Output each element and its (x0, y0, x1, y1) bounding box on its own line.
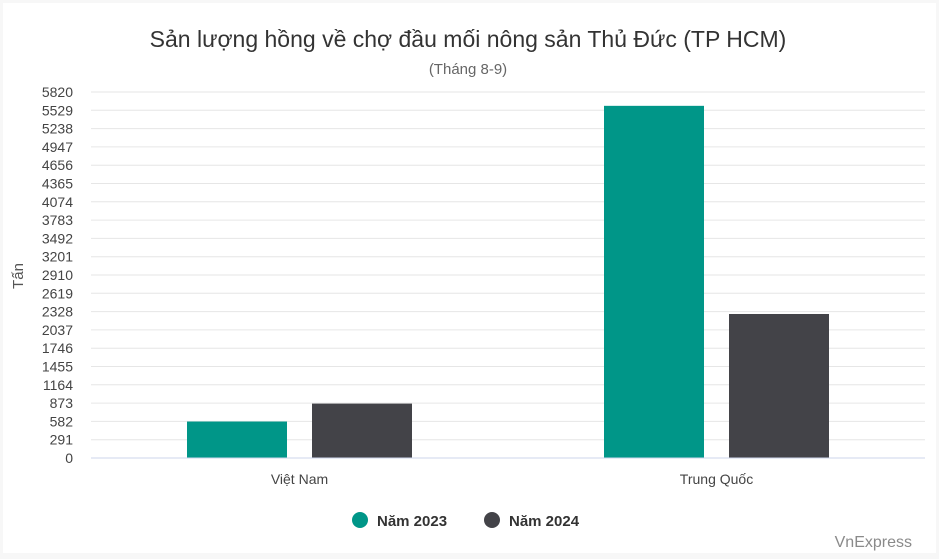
y-tick-label: 4365 (42, 176, 73, 192)
y-axis-label: Tấn (10, 263, 27, 289)
bar-1-1[interactable] (187, 421, 287, 458)
y-tick-label: 4656 (42, 157, 73, 173)
y-tick-label: 873 (50, 395, 74, 411)
legend-marker (484, 512, 500, 528)
credit-text[interactable]: VnExpress (835, 534, 912, 551)
y-tick-label: 3783 (42, 212, 73, 228)
chart-title: Sản lượng hồng về chợ đầu mối nông sản T… (150, 26, 787, 52)
y-tick-label: 3492 (42, 230, 73, 246)
y-tick-label: 2910 (42, 267, 73, 283)
y-tick-label: 2037 (42, 322, 73, 338)
legend-label: Năm 2023 (377, 513, 447, 530)
y-tick-label: 5820 (42, 84, 73, 100)
y-tick-label: 0 (65, 450, 73, 466)
chart-container: Sản lượng hồng về chợ đầu mối nông sản T… (3, 3, 936, 553)
legend-label: Năm 2024 (509, 513, 580, 530)
y-tick-label: 5238 (42, 121, 73, 137)
y-tick-label: 2619 (42, 285, 73, 301)
y-tick-label: 1455 (42, 359, 73, 375)
bar-chart: Sản lượng hồng về chợ đầu mối nông sản T… (10, 26, 925, 551)
y-tick-label: 1746 (42, 340, 73, 356)
legend-marker (352, 512, 368, 528)
y-tick-label: 582 (50, 413, 74, 429)
y-tick-label: 1164 (43, 377, 73, 393)
legend-item-2[interactable]: Năm 2024 (484, 512, 580, 530)
y-tick-label: 4947 (42, 139, 73, 155)
y-tick-label: 4074 (42, 194, 73, 210)
legend[interactable]: Năm 2023 Năm 2024 (352, 512, 580, 530)
y-tick-label: 3201 (42, 249, 73, 265)
y-tick-label: 5529 (42, 102, 73, 118)
chart-subtitle: (Tháng 8-9) (429, 61, 507, 78)
grid-lines (91, 91, 925, 441)
y-tick-label: 2328 (42, 304, 73, 320)
y-tick-label: 291 (50, 432, 74, 448)
bar-1-2[interactable] (604, 105, 704, 458)
bar-2-1[interactable] (312, 403, 412, 458)
x-axis-ticks: Việt Nam Trung Quốc (271, 471, 753, 487)
legend-item-1[interactable]: Năm 2023 (352, 512, 447, 530)
x-tick-label: Trung Quốc (680, 471, 753, 487)
bar-2-2[interactable] (729, 313, 829, 458)
x-tick-label: Việt Nam (271, 471, 328, 487)
y-axis-ticks: 0 291 582 873 1164 1455 1746 2037 2328 2619 2910 32… (42, 84, 73, 466)
bars[interactable] (187, 105, 829, 458)
